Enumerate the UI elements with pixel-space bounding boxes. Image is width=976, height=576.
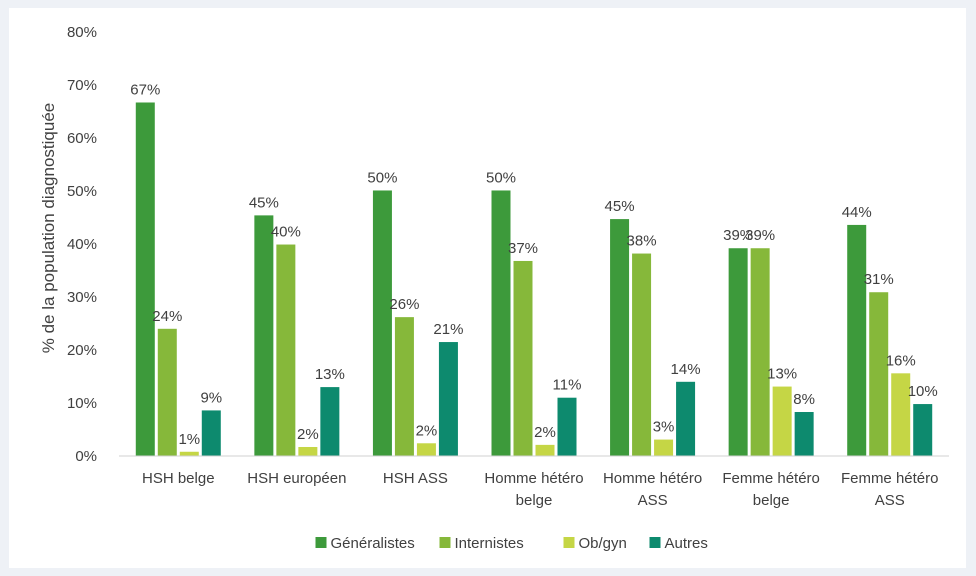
y-tick-label: 70% — [67, 77, 97, 94]
x-tick-label: Homme hétéro ASS — [603, 470, 702, 509]
data-label: 24% — [152, 308, 182, 325]
bar — [535, 444, 555, 456]
data-label: 13% — [315, 366, 345, 383]
legend: Généralistes Internistes Ob/gyn Autres — [315, 535, 708, 552]
data-label: 16% — [886, 352, 916, 369]
legend-swatch — [563, 537, 575, 548]
bar — [179, 451, 199, 456]
bar — [750, 248, 770, 456]
x-axis-ticks: HSH belge HSH européen HSH ASS Homme hétéro… — [142, 470, 938, 509]
y-tick-label: 0% — [75, 448, 97, 465]
bar — [491, 190, 511, 456]
bar — [728, 248, 748, 456]
y-axis-ticks: 0% 10% 20% 30% 40% 50% 60% 70% 80% — [67, 24, 97, 465]
bar — [320, 387, 340, 456]
data-label: 1% — [178, 431, 200, 448]
legend-label: Autres — [665, 535, 708, 552]
legend-label: Généralistes — [331, 535, 415, 552]
legend-swatch — [439, 537, 451, 548]
data-label: 50% — [367, 169, 397, 186]
bar — [869, 292, 889, 456]
data-label: 11% — [553, 377, 582, 394]
y-tick-label: 10% — [67, 395, 97, 412]
data-label: 38% — [627, 233, 657, 250]
data-label: 13% — [767, 366, 797, 383]
data-label: 14% — [671, 361, 701, 378]
bar — [794, 412, 814, 456]
bar — [201, 410, 221, 456]
bar — [772, 386, 792, 456]
bar-chart: % de la population diagnostiquée 0% 10% 20… — [39, 24, 949, 552]
data-label: 44% — [842, 204, 872, 221]
chart-frame: % de la population diagnostiquée 0% 10% 20… — [9, 8, 966, 568]
data-label: 2% — [297, 426, 319, 443]
legend-swatch — [649, 537, 661, 548]
data-labels: 67% 24% 1% 9% 45% 40% 2% 13% 50% 26% 2% 21% 50% 37% 2%… — [130, 81, 937, 447]
x-tick-label: Homme hétéro belge — [484, 470, 583, 509]
bar — [513, 260, 533, 456]
data-label: 3% — [653, 419, 675, 436]
bar — [610, 219, 630, 456]
bar — [276, 244, 296, 456]
data-label: 31% — [864, 271, 894, 288]
bar — [632, 253, 652, 456]
data-label: 37% — [508, 240, 538, 257]
x-tick-label: Femme hétéro belge — [722, 470, 820, 509]
y-tick-label: 20% — [67, 342, 97, 359]
data-label: 21% — [433, 321, 463, 338]
x-tick-label: HSH européen — [247, 470, 346, 487]
y-tick-label: 30% — [67, 289, 97, 306]
data-label: 39% — [723, 227, 753, 244]
y-axis-label: % de la population diagnostiquée — [39, 103, 58, 353]
bar — [654, 439, 674, 456]
bar — [438, 342, 458, 456]
legend-label: Ob/gyn — [579, 535, 627, 552]
x-tick-label: HSH belge — [142, 470, 215, 487]
x-tick-label: HSH ASS — [383, 470, 448, 487]
data-label: 9% — [200, 389, 222, 406]
data-label: 2% — [534, 424, 556, 441]
y-tick-label: 80% — [67, 24, 97, 41]
data-label: 67% — [130, 81, 160, 98]
x-tick-label: Femme hétéro ASS — [841, 470, 939, 509]
legend-label: Internistes — [455, 535, 524, 552]
data-label: 8% — [793, 391, 815, 408]
data-label: 10% — [908, 383, 938, 400]
data-label: 39% — [745, 227, 775, 244]
data-label: 2% — [416, 422, 438, 439]
bar — [394, 317, 414, 456]
data-label: 45% — [249, 194, 279, 211]
bar — [416, 443, 436, 456]
bar — [847, 224, 867, 456]
bar — [372, 190, 392, 456]
bar — [135, 102, 155, 457]
y-tick-label: 50% — [67, 183, 97, 200]
y-tick-label: 60% — [67, 130, 97, 147]
bar — [891, 373, 911, 456]
data-label: 26% — [389, 296, 419, 313]
bar — [254, 215, 274, 456]
bar — [676, 381, 696, 456]
bars — [135, 102, 933, 457]
legend-swatch — [315, 537, 327, 548]
data-label: 40% — [271, 224, 301, 241]
bar — [298, 446, 318, 456]
data-label: 50% — [486, 169, 516, 186]
bar — [557, 397, 577, 456]
bar — [157, 328, 177, 456]
bar — [913, 404, 933, 456]
data-label: 45% — [605, 198, 635, 215]
y-tick-label: 40% — [67, 236, 97, 253]
